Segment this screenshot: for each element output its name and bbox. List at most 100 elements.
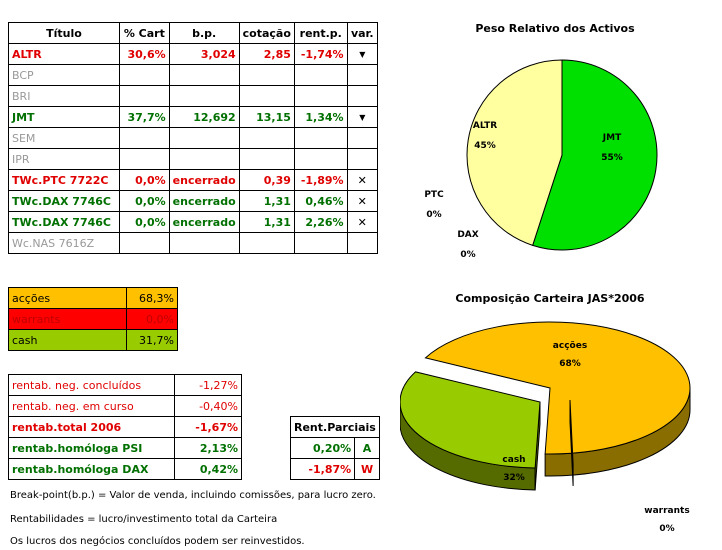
row-var: ▼ — [346, 43, 379, 65]
partial-letter: A — [354, 437, 380, 459]
row-var — [346, 232, 379, 254]
portfolio-table: Título % Cart b.p. cotação rent.p. var. … — [8, 22, 379, 254]
pie2-label-2: warrants — [644, 506, 689, 516]
composition-value: 68,3% — [126, 287, 178, 309]
row-cotacao — [238, 148, 295, 170]
rentability-value: -0,40% — [174, 395, 242, 417]
rentability-value: 0,42% — [174, 458, 242, 480]
pie2-label-1: cash — [502, 455, 525, 465]
rentability-row: rentab. neg. concluídos -1,27% — [8, 374, 242, 396]
header-bp: b.p. — [168, 22, 240, 44]
rentability-row: rentab.homóloga DAX 0,42% — [8, 458, 242, 480]
row-title: TWc.DAX 7746C — [8, 190, 120, 212]
row-cart — [119, 148, 170, 170]
row-title: BCP — [8, 64, 120, 86]
portfolio-row: SEM — [8, 127, 379, 149]
portfolio-row: Wc.NAS 7616Z — [8, 232, 379, 254]
row-bp: 12,692 — [168, 106, 240, 128]
pie1-slice-altr — [466, 59, 563, 246]
note-rentabilidades: Rentabilidades = lucro/investimento tota… — [10, 514, 278, 525]
row-cotacao: 1,31 — [238, 211, 295, 233]
rentability-value: -1,67% — [174, 416, 242, 438]
row-var — [346, 148, 379, 170]
partial-row: 0,20% A — [289, 437, 380, 459]
rentability-label: rentab.homóloga DAX — [8, 458, 175, 480]
rentability-row: rentab.homóloga PSI 2,13% — [8, 437, 242, 459]
row-cart: 30,6% — [119, 43, 170, 65]
row-cart — [119, 127, 170, 149]
header-rent: rent.p. — [293, 22, 348, 44]
partial-letter: W — [354, 458, 380, 480]
pie1-label-ptc: PTC — [424, 190, 444, 200]
row-cotacao — [238, 127, 295, 149]
rentability-label: rentab. neg. em curso — [8, 395, 175, 417]
pie2-value-0: 68% — [559, 359, 581, 369]
composition-value: 31,7% — [126, 329, 178, 351]
composition-row: acções 68,3% — [8, 287, 178, 309]
row-bp — [168, 64, 240, 86]
portfolio-row: JMT 37,7% 12,692 13,15 1,34% ▼ — [8, 106, 379, 128]
composition-row: cash 31,7% — [8, 329, 178, 351]
row-var: ✕ — [346, 190, 379, 212]
note-breakpoint: Break-point(b.p.) = Valor de venda, incl… — [10, 490, 376, 501]
row-cart: 37,7% — [119, 106, 170, 128]
rentability-label: rentab. neg. concluídos — [8, 374, 175, 396]
row-cotacao: 1,31 — [238, 190, 295, 212]
partial-value: 0,20% — [289, 437, 356, 459]
pie1-value-dax: 0% — [460, 250, 475, 260]
header-cart: % Cart — [119, 22, 170, 44]
row-title: ALTR — [8, 43, 120, 65]
row-title: JMT — [8, 106, 120, 128]
row-title: Wc.NAS 7616Z — [8, 232, 120, 254]
chart1-title: Peso Relativo dos Activos — [475, 22, 635, 35]
row-cart: 0,0% — [119, 169, 170, 191]
portfolio-row: TWc.DAX 7746C 0,0% encerrado 1,31 0,46% ✕ — [8, 190, 379, 212]
portfolio-row: ALTR 30,6% 3,024 2,85 -1,74% ▼ — [8, 43, 379, 65]
header-var: var. — [346, 22, 379, 44]
row-rent — [293, 232, 348, 254]
header-cotacao: cotação — [238, 22, 295, 44]
row-bp — [168, 148, 240, 170]
composition-value: 0,0% — [126, 308, 178, 330]
row-title: TWc.DAX 7746C — [8, 211, 120, 233]
row-rent: -1,89% — [293, 169, 348, 191]
pie2-value-1: 32% — [503, 473, 525, 483]
row-rent — [293, 85, 348, 107]
pie-chart-composition: acções 68% cash 32% warrants 0% — [400, 321, 691, 534]
row-cart: 0,0% — [119, 211, 170, 233]
rentability-value: -1,27% — [174, 374, 242, 396]
row-cart: 0,0% — [119, 190, 170, 212]
pie1-label-jmt: JMT — [602, 133, 622, 143]
row-var — [346, 85, 379, 107]
pie2-label-0: acções — [553, 341, 587, 351]
row-rent — [293, 148, 348, 170]
row-bp: encerrado — [168, 211, 240, 233]
partial-returns-table: Rent.Parciais 0,20% A -1,87% W — [289, 416, 380, 480]
row-cotacao: 0,39 — [238, 169, 295, 191]
pie1-label-dax: DAX — [457, 230, 478, 240]
row-cotacao — [238, 232, 295, 254]
pie2-slice-accoes — [424, 321, 691, 455]
pie1-label-altr: ALTR — [473, 121, 497, 131]
pie2-slice-cash — [400, 371, 541, 469]
portfolio-row: BCP — [8, 64, 379, 86]
row-rent: -1,74% — [293, 43, 348, 65]
composition-table: acções 68,3% warrants 0,0% cash 31,7% — [8, 287, 178, 351]
rentability-row: rentab. neg. em curso -0,40% — [8, 395, 242, 417]
composition-row: warrants 0,0% — [8, 308, 178, 330]
rentability-value: 2,13% — [174, 437, 242, 459]
row-var — [346, 64, 379, 86]
rentability-label: rentab.total 2006 — [8, 416, 175, 438]
pie2-cash-group — [400, 371, 541, 491]
partial-header: Rent.Parciais — [290, 416, 380, 438]
pie2-value-2: 0% — [659, 524, 674, 534]
partial-value: -1,87% — [289, 458, 356, 480]
row-cart — [119, 64, 170, 86]
row-cotacao — [238, 64, 295, 86]
composition-label: acções — [8, 287, 127, 309]
row-cart — [119, 232, 170, 254]
portfolio-row: TWc.PTC 7722C 0,0% encerrado 0,39 -1,89% ✕ — [8, 169, 379, 191]
pie1-slice-jmt — [532, 59, 658, 251]
row-cart — [119, 85, 170, 107]
composition-label: cash — [8, 329, 127, 351]
